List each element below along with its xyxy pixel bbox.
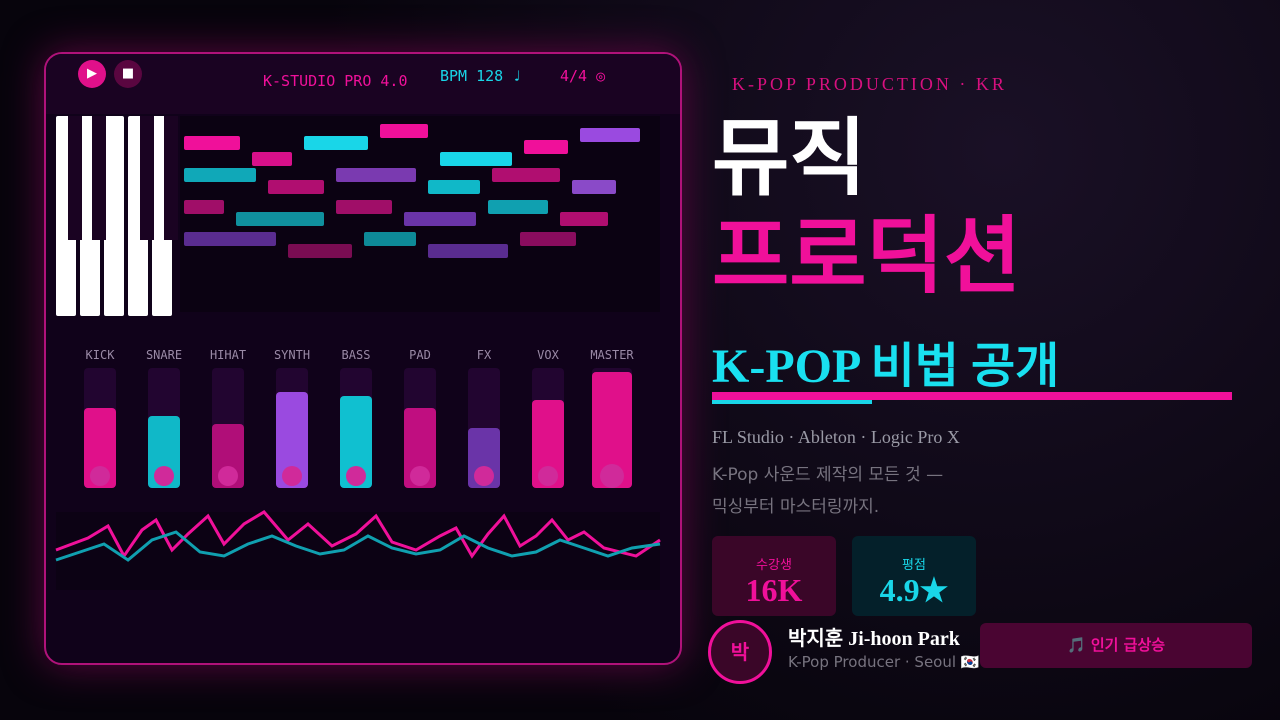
stat-card: 수강생 16K xyxy=(712,536,836,616)
fader-level xyxy=(592,372,632,488)
subtitle: K-POP 비법 공개 xyxy=(712,340,1060,393)
midi-note xyxy=(404,212,476,226)
description: 믹싱부터 마스터링까지. xyxy=(712,497,880,517)
description: K-Pop 사운드 제작의 모든 것 — xyxy=(712,465,944,485)
midi-note xyxy=(380,124,428,138)
midi-note xyxy=(236,212,324,226)
channel-label: SNARE xyxy=(145,348,183,362)
channel-label: PAD xyxy=(409,348,431,362)
bpm: BPM 128 ♩ xyxy=(440,67,522,85)
midi-note xyxy=(492,168,560,182)
channel-label: FX xyxy=(476,348,492,362)
fader-knob xyxy=(474,466,494,486)
channel-label: VOX xyxy=(537,348,559,362)
fader-knob xyxy=(154,466,174,486)
midi-note xyxy=(184,168,256,182)
midi-note xyxy=(184,200,224,214)
white-key xyxy=(104,116,124,316)
stat-label: 평점 xyxy=(902,558,926,573)
fader-level xyxy=(276,392,308,488)
midi-note xyxy=(560,212,608,226)
midi-note xyxy=(304,136,368,150)
badge[interactable]: 🎵 인기 급상승 xyxy=(980,623,1252,668)
title-line2: 프로덕션 xyxy=(712,207,1022,305)
black-key xyxy=(68,116,82,240)
midi-note xyxy=(428,180,480,194)
description: FL Studio · Ableton · Logic Pro X xyxy=(712,427,960,447)
midi-note xyxy=(440,152,512,166)
stat-card: 평점 4.9★ xyxy=(852,536,976,616)
daw-graphics xyxy=(55,116,661,590)
midi-note xyxy=(252,152,292,166)
kicker: K-POP PRODUCTION · KR xyxy=(732,74,1007,94)
waveform xyxy=(55,510,661,559)
daw-title: K-STUDIO PRO 4.0 xyxy=(263,72,408,90)
divider-pink xyxy=(712,392,1232,400)
waveform-area xyxy=(56,512,660,590)
fader-level xyxy=(404,408,436,488)
fader-knob xyxy=(600,464,624,488)
channel-label: BASS xyxy=(341,348,371,362)
midi-note xyxy=(488,200,548,214)
channel-label: MASTER xyxy=(590,348,634,362)
midi-note xyxy=(524,140,568,154)
stat-value: 4.9★ xyxy=(879,572,949,608)
top-bar xyxy=(46,54,680,114)
midi-note xyxy=(268,180,324,194)
black-key xyxy=(140,116,154,240)
stop-button[interactable]: ■ xyxy=(114,60,142,88)
channel-label: HIHAT xyxy=(209,348,247,362)
fader-knob xyxy=(218,466,238,486)
black-key xyxy=(92,116,106,240)
stat-value: 16K xyxy=(745,572,803,608)
midi-note xyxy=(572,180,616,194)
fader-knob xyxy=(282,466,302,486)
midi-note xyxy=(184,232,276,246)
fader-knob xyxy=(90,466,110,486)
fader-level xyxy=(340,396,372,488)
fader-level xyxy=(532,400,564,488)
black-key xyxy=(164,116,178,240)
midi-note xyxy=(428,244,508,258)
play-button[interactable]: ▶ xyxy=(78,60,106,88)
fader-knob xyxy=(410,466,430,486)
channel-label: KICK xyxy=(85,348,115,362)
author-name: 박지훈 Ji-hoon Park xyxy=(788,628,960,650)
author-role: K-Pop Producer · Seoul 🇰🇷 xyxy=(788,653,980,671)
meter: 4/4 ◎ xyxy=(560,67,606,85)
midi-note xyxy=(336,168,416,182)
midi-note xyxy=(184,136,240,150)
midi-note xyxy=(580,128,640,142)
midi-note xyxy=(520,232,576,246)
waveform xyxy=(55,530,661,562)
fader-level xyxy=(84,408,116,488)
stat-label: 수강생 xyxy=(756,558,792,573)
channel-label: SYNTH xyxy=(273,348,311,362)
fader-knob xyxy=(538,466,558,486)
fader-knob xyxy=(346,466,366,486)
title-line1: 뮤직 xyxy=(712,109,867,207)
midi-note xyxy=(336,200,392,214)
midi-note xyxy=(364,232,416,246)
avatar: 박 xyxy=(708,620,772,684)
divider-cyan xyxy=(712,400,872,404)
midi-note xyxy=(288,244,352,258)
